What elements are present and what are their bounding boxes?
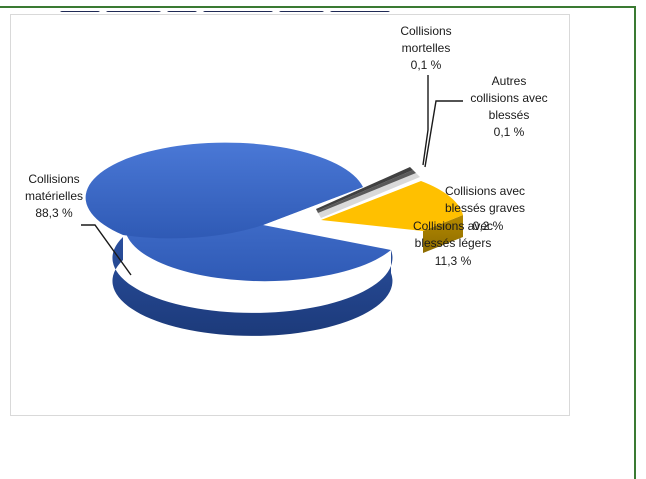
slice-materielles-top xyxy=(85,142,363,239)
label-mortelles-value: 0,1 % xyxy=(411,58,442,72)
leader-line-autres xyxy=(424,100,463,168)
leader-line-mortelles xyxy=(422,75,429,166)
chart-area: Collisions matérielles 88,3 % Collisions… xyxy=(10,14,570,416)
label-autres-line-3: blessés xyxy=(489,108,530,122)
slice-mortelles xyxy=(316,167,413,211)
label-mortelles: Collisions mortelles 0,1 % xyxy=(400,24,451,72)
label-autres: Autres collisions avec blessés 0,1 % xyxy=(470,74,547,139)
slice-autres xyxy=(317,170,416,213)
slice-legers xyxy=(321,181,463,231)
label-materielles-value: 88,3 % xyxy=(35,206,73,220)
label-autres-value: 0,1 % xyxy=(494,125,525,139)
label-legers-line-2: blessés légers xyxy=(415,236,492,250)
slice-legers-side xyxy=(423,215,463,253)
label-graves-line-2: blessés graves xyxy=(445,201,525,215)
slice-graves xyxy=(318,173,420,218)
document-frame xyxy=(0,6,636,479)
label-legers-value: 11,3 % xyxy=(435,254,472,268)
label-materielles-line-2: matérielles xyxy=(25,189,83,203)
label-autres-line-2: collisions avec xyxy=(470,91,547,105)
label-mortelles-line-1: Collisions xyxy=(400,24,451,38)
cut-off-heading-text xyxy=(60,4,400,12)
pie-chart: Collisions matérielles 88,3 % Collisions… xyxy=(25,24,548,336)
label-graves-value: 0,2 % xyxy=(473,219,504,233)
label-materielles: Collisions matérielles 88,3 % xyxy=(25,172,83,220)
slice-materielles-side xyxy=(112,237,393,336)
label-autres-line-1: Autres xyxy=(492,74,527,88)
label-graves-line-1: Collisions avec xyxy=(445,184,525,198)
label-mortelles-line-2: mortelles xyxy=(402,41,451,55)
label-materielles-line-1: Collisions xyxy=(28,172,79,186)
label-graves: Collisions avec blessés graves 0,2 % xyxy=(445,184,525,233)
leader-line-materielles xyxy=(81,224,132,276)
label-legers: Collisions avec blessés légers 11,3 % xyxy=(413,219,493,268)
label-legers-line-1: Collisions avec xyxy=(413,219,493,233)
